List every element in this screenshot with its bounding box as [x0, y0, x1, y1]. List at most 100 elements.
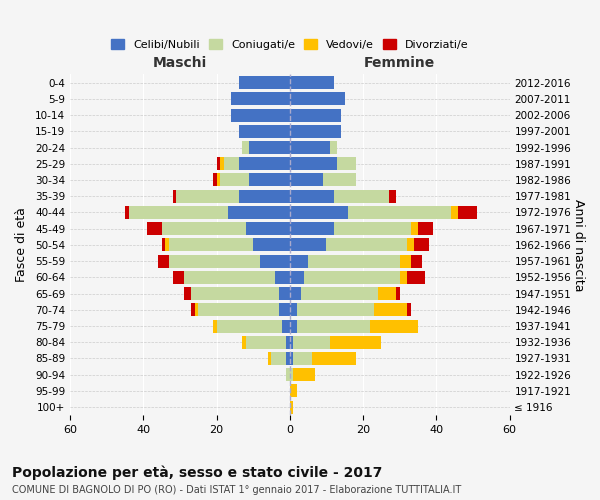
Text: COMUNE DI BAGNOLO DI PO (RO) - Dati ISTAT 1° gennaio 2017 - Elaborazione TUTTITA: COMUNE DI BAGNOLO DI PO (RO) - Dati ISTA…: [12, 485, 461, 495]
Bar: [271, 352, 286, 365]
Bar: [304, 271, 400, 284]
Bar: [286, 368, 290, 381]
Bar: [297, 304, 374, 316]
Bar: [297, 320, 370, 332]
Bar: [290, 76, 334, 89]
Bar: [290, 92, 345, 106]
Bar: [242, 336, 246, 348]
Bar: [125, 206, 128, 219]
Bar: [239, 190, 290, 202]
Bar: [410, 254, 422, 268]
Bar: [191, 304, 194, 316]
Bar: [161, 222, 246, 235]
Bar: [246, 336, 286, 348]
Bar: [370, 320, 418, 332]
Bar: [250, 174, 290, 186]
Bar: [268, 352, 271, 365]
Bar: [290, 222, 334, 235]
Bar: [165, 238, 169, 252]
Bar: [293, 368, 316, 381]
Bar: [374, 304, 407, 316]
Bar: [290, 368, 293, 381]
Bar: [290, 400, 293, 413]
Bar: [220, 174, 250, 186]
Bar: [330, 336, 382, 348]
Bar: [410, 222, 418, 235]
Bar: [217, 158, 220, 170]
Text: Maschi: Maschi: [153, 56, 207, 70]
Bar: [301, 287, 377, 300]
Bar: [279, 304, 290, 316]
Bar: [246, 222, 290, 235]
Bar: [326, 238, 407, 252]
Bar: [290, 271, 304, 284]
Bar: [217, 174, 220, 186]
Bar: [308, 254, 400, 268]
Bar: [458, 206, 476, 219]
Bar: [337, 158, 356, 170]
Bar: [173, 190, 176, 202]
Bar: [312, 352, 356, 365]
Bar: [158, 254, 169, 268]
Bar: [147, 222, 161, 235]
Bar: [290, 254, 308, 268]
Bar: [231, 92, 290, 106]
Bar: [231, 108, 290, 122]
Bar: [169, 254, 260, 268]
Bar: [293, 336, 330, 348]
Bar: [400, 254, 410, 268]
Bar: [217, 320, 283, 332]
Bar: [184, 287, 191, 300]
Text: Femmine: Femmine: [364, 56, 435, 70]
Text: Popolazione per età, sesso e stato civile - 2017: Popolazione per età, sesso e stato civil…: [12, 465, 382, 479]
Bar: [290, 304, 297, 316]
Bar: [169, 238, 253, 252]
Bar: [161, 238, 165, 252]
Bar: [414, 238, 429, 252]
Bar: [250, 141, 290, 154]
Bar: [451, 206, 458, 219]
Bar: [260, 254, 290, 268]
Bar: [290, 125, 341, 138]
Bar: [330, 141, 337, 154]
Bar: [242, 141, 250, 154]
Bar: [239, 125, 290, 138]
Bar: [407, 271, 425, 284]
Bar: [290, 108, 341, 122]
Bar: [407, 238, 414, 252]
Y-axis label: Anni di nascita: Anni di nascita: [572, 198, 585, 291]
Bar: [290, 384, 297, 398]
Bar: [286, 352, 290, 365]
Bar: [396, 287, 400, 300]
Bar: [227, 206, 290, 219]
Bar: [290, 190, 334, 202]
Bar: [253, 238, 290, 252]
Bar: [194, 304, 198, 316]
Bar: [290, 352, 293, 365]
Bar: [191, 287, 279, 300]
Bar: [290, 206, 349, 219]
Bar: [290, 141, 330, 154]
Bar: [198, 304, 279, 316]
Bar: [389, 190, 396, 202]
Bar: [286, 336, 290, 348]
Bar: [418, 222, 433, 235]
Bar: [275, 271, 290, 284]
Bar: [290, 320, 297, 332]
Bar: [334, 190, 389, 202]
Bar: [283, 320, 290, 332]
Bar: [407, 304, 410, 316]
Y-axis label: Fasce di età: Fasce di età: [15, 208, 28, 282]
Bar: [400, 271, 407, 284]
Bar: [293, 352, 312, 365]
Bar: [184, 271, 275, 284]
Bar: [290, 238, 326, 252]
Bar: [239, 76, 290, 89]
Bar: [239, 158, 290, 170]
Bar: [349, 206, 451, 219]
Bar: [290, 174, 323, 186]
Bar: [176, 190, 239, 202]
Bar: [279, 287, 290, 300]
Bar: [290, 336, 293, 348]
Bar: [334, 222, 410, 235]
